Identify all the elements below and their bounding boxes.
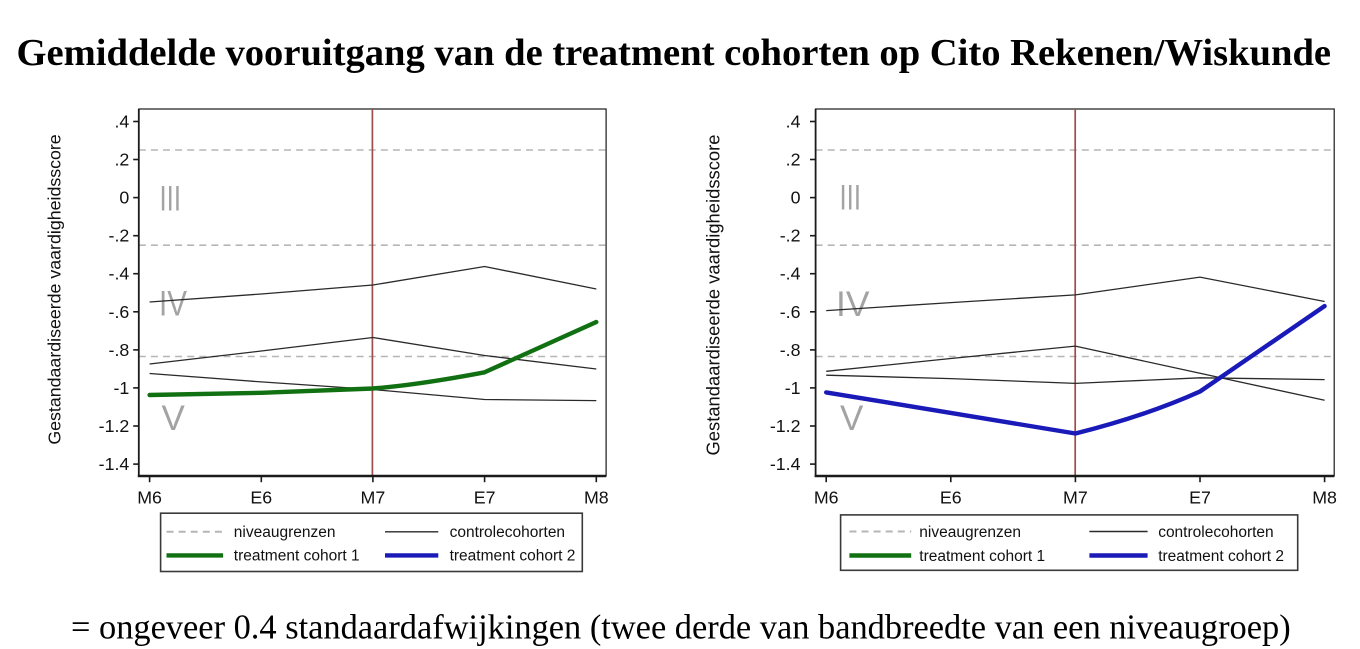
svg-text:-1: -1 bbox=[113, 378, 129, 398]
svg-text:-1.2: -1.2 bbox=[770, 416, 801, 436]
svg-text:E7: E7 bbox=[474, 488, 496, 508]
svg-text:treatment cohort 1: treatment cohort 1 bbox=[919, 548, 1045, 565]
svg-text:V: V bbox=[162, 399, 186, 438]
svg-text:-.2: -.2 bbox=[109, 226, 130, 246]
svg-text:niveaugrenzen: niveaugrenzen bbox=[234, 524, 336, 541]
svg-text:V: V bbox=[840, 399, 864, 438]
svg-text:M8: M8 bbox=[584, 488, 609, 508]
svg-text:.2: .2 bbox=[114, 150, 129, 170]
svg-text:IV: IV bbox=[159, 285, 188, 324]
svg-text:-.4: -.4 bbox=[780, 264, 801, 284]
svg-text:E7: E7 bbox=[1189, 488, 1211, 508]
svg-text:controlecohorten: controlecohorten bbox=[1158, 524, 1273, 541]
svg-text:-.6: -.6 bbox=[109, 302, 130, 322]
svg-text:-.8: -.8 bbox=[780, 340, 801, 360]
svg-text:0: 0 bbox=[791, 188, 801, 208]
svg-text:0: 0 bbox=[119, 188, 129, 208]
svg-text:E6: E6 bbox=[940, 488, 962, 508]
svg-text:Gestandaardiseerde vaardigheid: Gestandaardiseerde vaardigheidsscore bbox=[44, 134, 64, 444]
svg-text:treatment cohort 2: treatment cohort 2 bbox=[450, 548, 576, 565]
svg-text:-.8: -.8 bbox=[109, 340, 130, 360]
svg-text:= ongeveer 0.4 standaardafwijk: = ongeveer 0.4 standaardafwijkingen (twe… bbox=[71, 609, 1291, 647]
svg-text:M6: M6 bbox=[814, 488, 839, 508]
svg-text:III: III bbox=[840, 179, 862, 218]
svg-text:niveaugrenzen: niveaugrenzen bbox=[919, 524, 1021, 541]
svg-text:-1.2: -1.2 bbox=[99, 416, 130, 436]
svg-text:M7: M7 bbox=[361, 488, 386, 508]
svg-text:-1.4: -1.4 bbox=[99, 454, 130, 474]
svg-text:III: III bbox=[160, 180, 182, 219]
svg-text:.4: .4 bbox=[114, 112, 129, 132]
svg-text:-.4: -.4 bbox=[109, 264, 130, 284]
svg-text:-.6: -.6 bbox=[780, 302, 801, 322]
svg-text:.4: .4 bbox=[786, 112, 801, 132]
svg-text:controlecohorten: controlecohorten bbox=[450, 524, 565, 541]
svg-text:.2: .2 bbox=[786, 150, 801, 170]
svg-text:-1: -1 bbox=[785, 378, 801, 398]
svg-text:Gemiddelde vooruitgang van de: Gemiddelde vooruitgang van de treatment … bbox=[17, 32, 1332, 74]
svg-text:treatment cohort 1: treatment cohort 1 bbox=[234, 548, 360, 565]
svg-text:-1.4: -1.4 bbox=[770, 454, 801, 474]
svg-text:M6: M6 bbox=[137, 488, 162, 508]
svg-text:Gestandaardiseerde vaardigheid: Gestandaardiseerde vaardigheidsscore bbox=[703, 134, 724, 455]
svg-text:IV: IV bbox=[836, 285, 870, 324]
svg-text:treatment cohort 2: treatment cohort 2 bbox=[1158, 548, 1284, 565]
svg-text:M7: M7 bbox=[1063, 488, 1088, 508]
svg-text:M8: M8 bbox=[1312, 488, 1337, 508]
svg-text:E6: E6 bbox=[250, 488, 272, 508]
svg-text:-.2: -.2 bbox=[780, 226, 801, 246]
